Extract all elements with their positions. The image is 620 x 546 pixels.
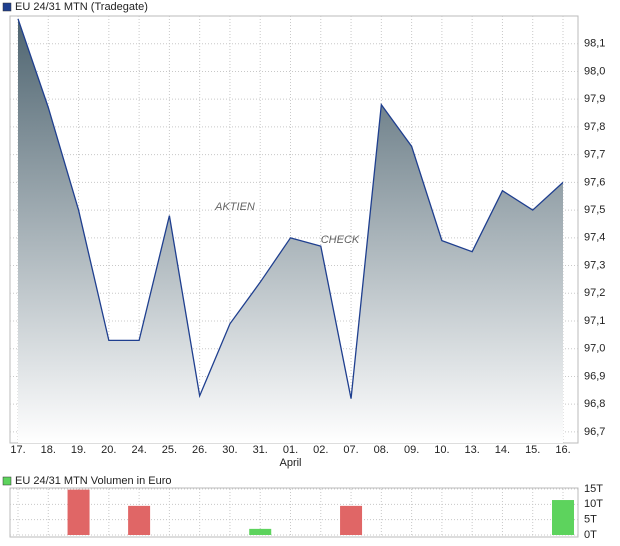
x-tick-label: 08. <box>374 444 389 456</box>
legend-title: EU 24/31 MTN (Tradegate) <box>15 1 148 13</box>
x-tick-label: 07. <box>343 444 358 456</box>
x-tick-label: 14. <box>495 444 510 456</box>
y-tick-label: 96,9 <box>584 370 605 382</box>
y-tick-label: 97,3 <box>584 259 605 271</box>
x-tick-label: 13. <box>465 444 480 456</box>
x-tick-label: 02. <box>313 444 328 456</box>
y-tick-label: 96,8 <box>584 398 605 410</box>
y-tick-label: 97,8 <box>584 121 605 133</box>
y-tick-label: 10T <box>584 498 603 510</box>
annotation: April <box>279 457 301 469</box>
x-tick-label: 15. <box>525 444 540 456</box>
y-tick-label: 97,0 <box>584 343 605 355</box>
y-tick-label: 97,5 <box>584 204 605 216</box>
y-tick-label: 97,4 <box>584 232 605 244</box>
area <box>18 18 563 443</box>
watermark: AKTIEN <box>214 201 255 213</box>
bar <box>128 505 151 535</box>
y-tick-label: 15T <box>584 483 603 495</box>
x-tick-label: 16. <box>555 444 570 456</box>
legend-swatch <box>2 476 12 486</box>
x-tick-label: 01. <box>283 444 298 456</box>
y-tick-label: 97,2 <box>584 287 605 299</box>
legend-title: EU 24/31 MTN Volumen in Euro <box>15 475 172 487</box>
x-tick-label: 26. <box>192 444 207 456</box>
bar <box>340 505 363 535</box>
y-tick-label: 96,7 <box>584 426 605 438</box>
x-tick-label: 20. <box>101 444 116 456</box>
x-tick-label: 09. <box>404 444 419 456</box>
y-tick-label: 97,7 <box>584 149 605 161</box>
x-tick-label: 31. <box>253 444 268 456</box>
x-tick-label: 30. <box>222 444 237 456</box>
x-tick-label: 19. <box>71 444 86 456</box>
bar <box>249 528 272 535</box>
y-tick-label: 97,1 <box>584 315 605 327</box>
y-tick-label: 97,6 <box>584 176 605 188</box>
x-tick-label: 24. <box>131 444 146 456</box>
legend-swatch <box>2 2 12 12</box>
watermark: CHECK <box>321 234 360 246</box>
y-tick-label: 0T <box>584 529 597 541</box>
y-tick-label: 97,9 <box>584 93 605 105</box>
bar <box>67 489 90 535</box>
x-tick-label: 10. <box>434 444 449 456</box>
x-tick-label: 17. <box>10 444 25 456</box>
x-tick-label: 18. <box>41 444 56 456</box>
y-tick-label: 98,1 <box>584 38 605 50</box>
line <box>17 18 564 399</box>
bar <box>552 500 574 535</box>
volume-frame <box>9 487 579 538</box>
x-tick-label: 25. <box>162 444 177 456</box>
y-tick-label: 98,0 <box>584 65 605 77</box>
y-tick-label: 5T <box>584 514 597 526</box>
